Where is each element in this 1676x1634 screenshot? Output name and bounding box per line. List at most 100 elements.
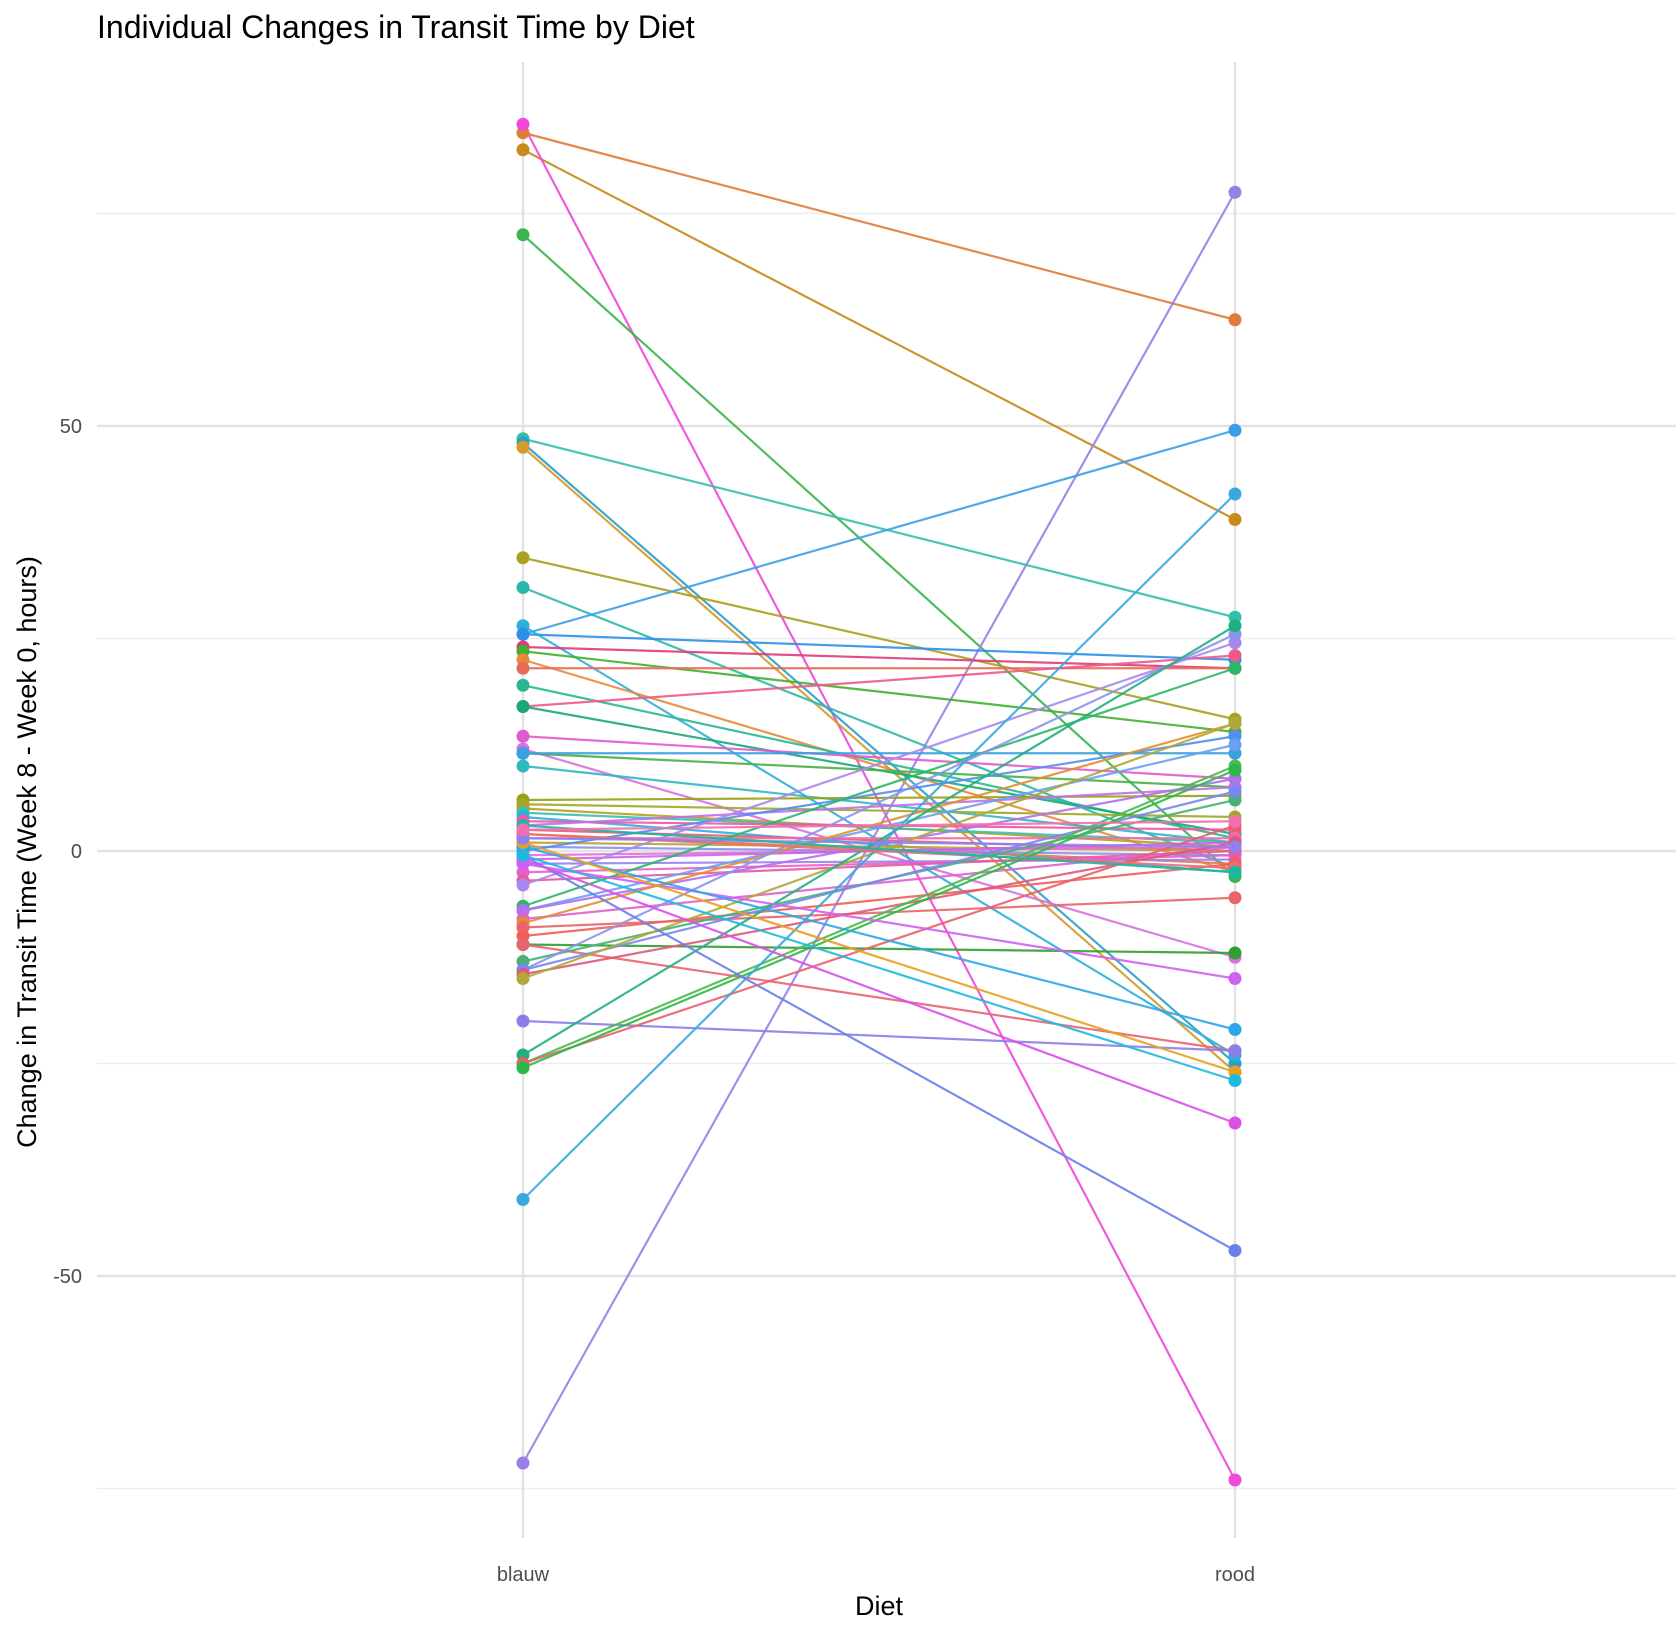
series-line xyxy=(522,849,1236,882)
series-line xyxy=(522,633,1236,971)
data-point xyxy=(1228,946,1242,960)
y-tick-label: -50 xyxy=(53,1266,82,1288)
data-point xyxy=(1228,661,1242,675)
data-point xyxy=(516,848,530,862)
data-point xyxy=(516,746,530,760)
data-point xyxy=(1228,785,1242,798)
series-line xyxy=(522,131,1236,321)
series-line xyxy=(522,820,1236,831)
data-point xyxy=(516,627,530,641)
data-point xyxy=(516,729,530,743)
series-line xyxy=(522,556,1236,721)
x-tick-label: rood xyxy=(1215,1564,1255,1586)
series-line xyxy=(522,667,1236,908)
data-point xyxy=(516,823,530,837)
series-line xyxy=(522,641,1236,887)
series-line xyxy=(522,858,1236,865)
series-line xyxy=(522,794,1236,802)
data-point xyxy=(516,938,530,951)
data-point xyxy=(516,1014,530,1028)
data-point xyxy=(1228,1074,1242,1087)
series-line xyxy=(522,654,1236,708)
series-line xyxy=(522,854,1236,1252)
data-point xyxy=(516,228,530,242)
data-point xyxy=(1228,840,1242,854)
series-lines xyxy=(522,123,1236,1481)
chart-title: Individual Changes in Transit Time by Di… xyxy=(97,9,695,45)
series-line xyxy=(522,764,1236,1065)
series-line xyxy=(522,446,1236,1073)
data-point xyxy=(1228,513,1242,526)
series-line xyxy=(522,854,1236,1082)
series-line xyxy=(522,769,1236,1069)
series-line xyxy=(522,633,1236,661)
data-point xyxy=(1228,423,1242,437)
series-line xyxy=(522,764,1236,844)
series-line xyxy=(522,493,1236,1201)
data-point xyxy=(516,972,530,985)
data-point xyxy=(516,117,530,131)
series-points xyxy=(516,117,1242,1487)
data-point xyxy=(516,678,530,692)
series-line xyxy=(522,862,1236,938)
data-point xyxy=(1228,738,1242,752)
series-line xyxy=(522,824,1236,874)
data-point xyxy=(516,581,530,594)
data-point xyxy=(516,551,530,565)
series-line xyxy=(522,862,1236,980)
data-point xyxy=(516,143,530,157)
series-line xyxy=(522,841,1236,1074)
y-axis-title: Change in Transit Time (Week 8 - Week 0,… xyxy=(12,556,42,1148)
data-point xyxy=(1228,185,1242,199)
series-line xyxy=(522,752,1236,789)
data-point xyxy=(1228,1116,1242,1130)
series-line xyxy=(522,845,1236,921)
data-point xyxy=(1228,649,1242,662)
data-point xyxy=(1228,814,1242,828)
series-line xyxy=(522,786,1236,827)
data-point xyxy=(516,878,530,892)
series-line xyxy=(522,858,1236,1125)
series-line xyxy=(522,650,1236,734)
data-point xyxy=(1228,1473,1242,1487)
data-point xyxy=(1228,487,1242,501)
series-line xyxy=(522,735,1236,853)
series-line xyxy=(522,148,1236,521)
series-line xyxy=(522,845,1236,1031)
data-point xyxy=(1228,865,1242,879)
x-tick-label: blauw xyxy=(497,1564,550,1586)
series-line xyxy=(522,722,1236,925)
x-axis-title: Diet xyxy=(855,1591,904,1621)
data-point xyxy=(516,1193,530,1206)
series-line xyxy=(522,837,1236,848)
series-line xyxy=(522,747,1236,959)
data-point xyxy=(516,759,530,773)
data-point xyxy=(1228,313,1242,327)
data-point xyxy=(1228,763,1242,777)
data-point xyxy=(1228,1023,1242,1036)
data-point xyxy=(1228,1244,1242,1257)
data-point xyxy=(1228,1044,1242,1058)
data-point xyxy=(516,1061,530,1075)
series-line xyxy=(522,429,1236,636)
series-line xyxy=(522,437,1236,619)
data-point xyxy=(516,661,530,675)
data-point xyxy=(1228,891,1242,905)
data-point xyxy=(1228,619,1242,633)
series-line xyxy=(522,233,1236,878)
data-point xyxy=(1228,717,1242,730)
data-point xyxy=(516,1456,530,1470)
data-point xyxy=(1228,972,1242,985)
y-tick-label: 50 xyxy=(60,416,82,438)
data-point xyxy=(516,700,530,713)
series-line xyxy=(522,896,1236,929)
tick-labels: -50 0 50 blauw rood xyxy=(53,416,1255,1586)
series-line xyxy=(522,1019,1236,1052)
series-line xyxy=(522,790,1236,972)
series-line xyxy=(522,943,1236,955)
data-point xyxy=(516,440,530,454)
series-line xyxy=(522,777,1236,912)
y-tick-label: 0 xyxy=(71,841,82,863)
